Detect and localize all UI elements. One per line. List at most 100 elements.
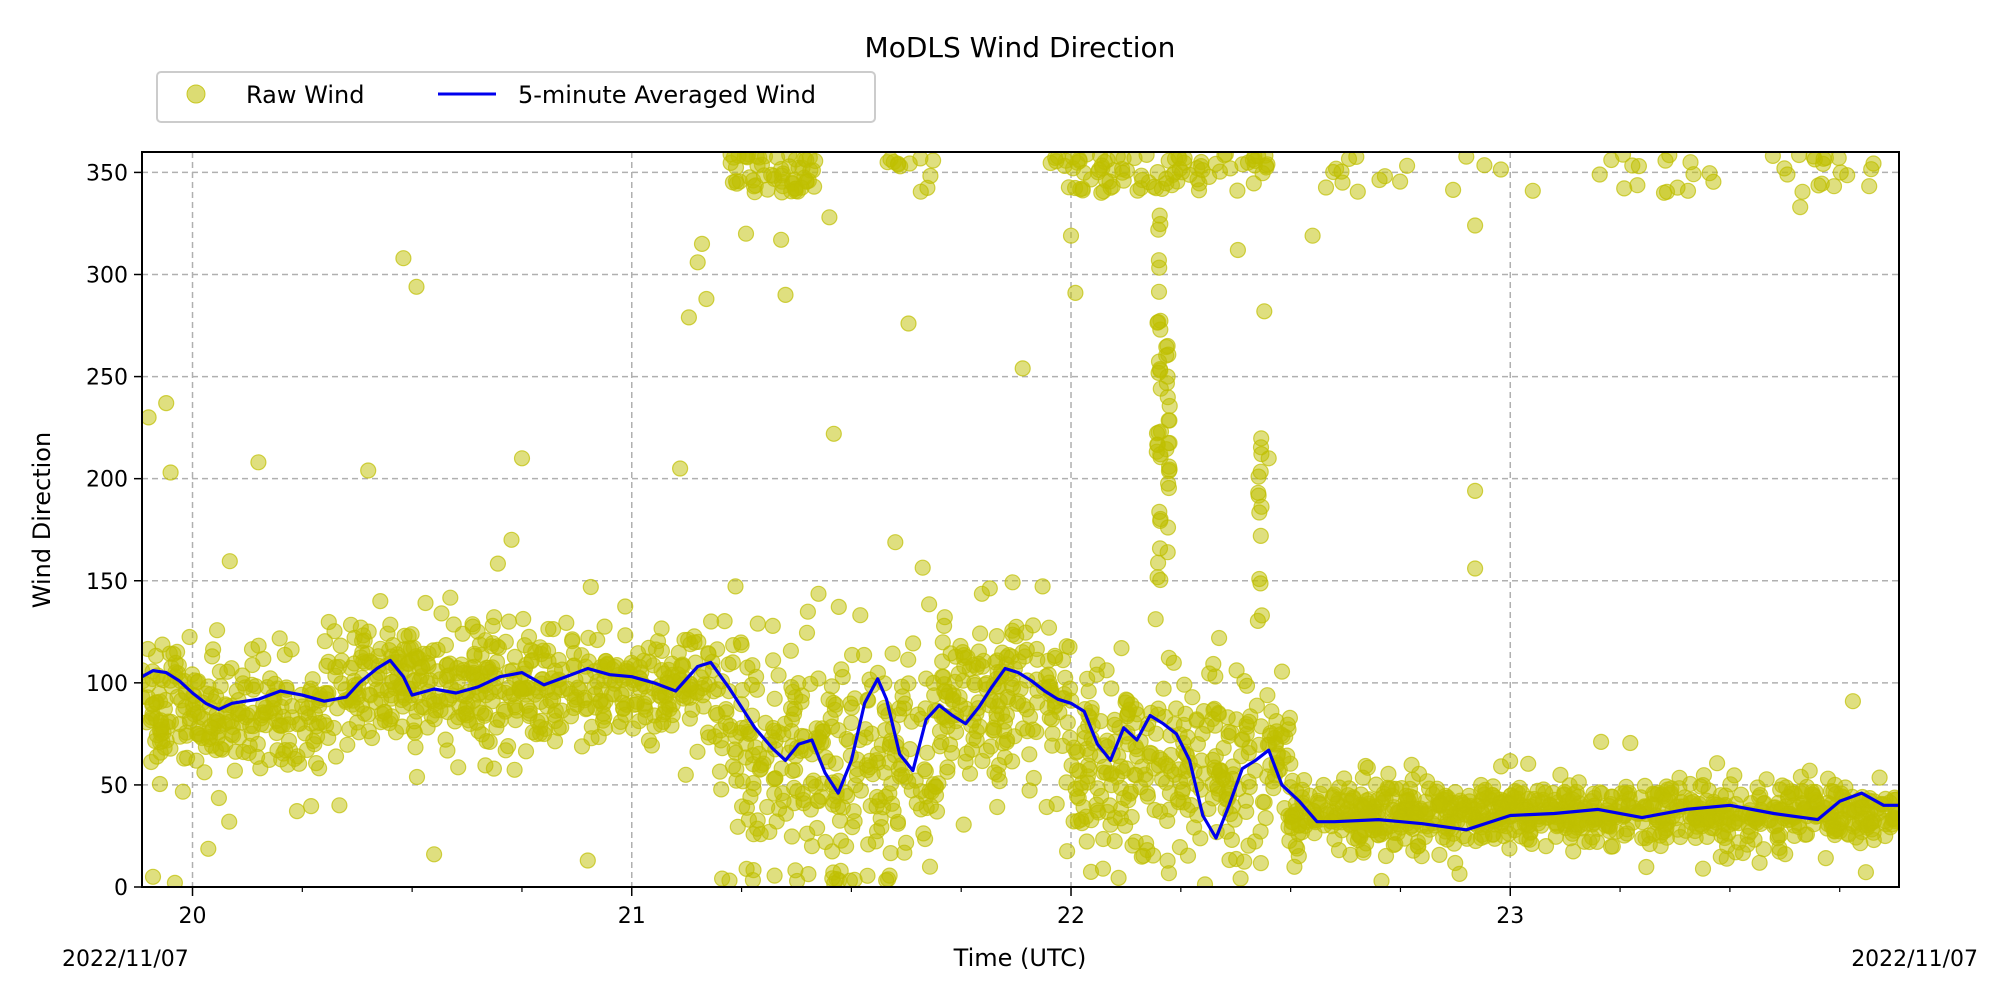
raw-wind-point [1862, 815, 1879, 832]
raw-wind-point [1059, 714, 1076, 731]
raw-wind-point [1857, 864, 1875, 881]
raw-wind-point [303, 797, 320, 815]
raw-wind-point [252, 760, 269, 777]
raw-wind-point [694, 687, 712, 704]
raw-wind-point [1162, 746, 1180, 764]
raw-wind-point [1491, 795, 1509, 812]
raw-wind-point [843, 646, 861, 664]
raw-wind-point [517, 743, 535, 760]
raw-wind-point [209, 622, 226, 639]
raw-wind-point [342, 616, 360, 633]
y-tick-label: 0 [114, 876, 128, 901]
raw-wind-point [810, 670, 827, 687]
raw-wind-point [573, 647, 590, 664]
averaged-wind-line [142, 658, 1899, 840]
raw-wind-point [734, 681, 751, 699]
raw-wind-point [726, 741, 743, 758]
raw-wind-point [1109, 152, 1126, 165]
raw-wind-point [268, 724, 285, 742]
raw-wind-point [1150, 252, 1168, 269]
raw-wind-point [1082, 746, 1099, 763]
raw-wind-point [1546, 791, 1563, 809]
raw-wind-point [690, 633, 707, 651]
raw-wind-point [904, 635, 922, 652]
raw-wind-point [1115, 172, 1132, 189]
raw-wind-point [204, 648, 221, 665]
raw-wind-point [749, 615, 766, 632]
raw-wind-point [158, 395, 175, 412]
raw-wind-point [1113, 639, 1130, 657]
raw-wind-point [433, 605, 450, 622]
raw-wind-point [1159, 544, 1176, 561]
raw-wind-point [1229, 241, 1247, 259]
raw-wind-point [984, 721, 1002, 739]
raw-wind-point [326, 623, 343, 640]
raw-wind-point [181, 628, 198, 646]
raw-wind-point [842, 695, 859, 712]
raw-wind-point [1565, 843, 1582, 860]
raw-wind-point [596, 618, 613, 635]
raw-wind-point [243, 641, 261, 658]
raw-wind-point [1815, 152, 1832, 167]
legend: Raw Wind 5-minute Averaged Wind [156, 71, 876, 123]
x-axis-label: Time (UTC) [953, 944, 1087, 972]
raw-wind-point [221, 553, 238, 570]
raw-wind-point [1014, 360, 1031, 377]
raw-wind-point [653, 642, 671, 660]
raw-wind-point [489, 638, 506, 655]
raw-wind-point [1081, 761, 1098, 778]
raw-wind-point [1451, 865, 1468, 883]
raw-wind-point [1801, 762, 1818, 779]
raw-wind-point [1179, 847, 1197, 864]
raw-wind-point [1025, 769, 1042, 787]
raw-wind-point [1182, 796, 1200, 814]
raw-wind-point [749, 157, 766, 174]
raw-wind-point [327, 667, 344, 684]
raw-wind-point [1160, 649, 1178, 667]
raw-wind-point [912, 183, 929, 200]
raw-wind-point [1024, 721, 1042, 738]
raw-wind-point [1135, 847, 1152, 864]
raw-wind-point [1004, 574, 1021, 591]
raw-wind-point [279, 756, 296, 773]
raw-wind-point [1038, 798, 1055, 816]
raw-wind-point [777, 286, 794, 303]
raw-wind-point [616, 706, 634, 723]
raw-wind-point [702, 613, 720, 630]
raw-wind-point [747, 177, 764, 194]
raw-wind-point [890, 156, 907, 173]
raw-wind-point [1245, 175, 1262, 192]
raw-wind-point [1552, 766, 1569, 784]
raw-wind-point [749, 820, 766, 837]
raw-wind-point [827, 696, 844, 713]
raw-wind-point [1188, 711, 1205, 728]
chart-title: MoDLS Wind Direction [865, 31, 1176, 64]
raw-wind-point [1295, 771, 1313, 789]
raw-wind-point [196, 764, 213, 781]
raw-wind-point [787, 862, 804, 879]
raw-wind-point [766, 867, 783, 884]
raw-wind-point [327, 748, 345, 765]
raw-wind-point [827, 755, 844, 772]
raw-wind-point [484, 693, 501, 710]
raw-wind-point [1158, 441, 1175, 458]
raw-wind-point [794, 785, 811, 802]
raw-wind-point [1826, 823, 1843, 840]
raw-wind-point [1160, 479, 1178, 497]
raw-wind-point [1251, 504, 1268, 521]
raw-wind-point [1682, 791, 1700, 809]
raw-wind-point [1817, 849, 1834, 867]
legend-raw-marker [186, 84, 206, 104]
raw-wind-point [1694, 860, 1712, 877]
raw-wind-point [174, 783, 191, 800]
raw-wind-point [489, 555, 506, 572]
raw-wind-point [573, 738, 591, 755]
raw-wind-point [1431, 846, 1448, 864]
raw-wind-point [1373, 794, 1390, 812]
raw-wind-point [1547, 814, 1564, 832]
raw-wind-point [1252, 463, 1269, 480]
raw-wind-point [245, 717, 262, 735]
raw-wind-point [1040, 619, 1058, 636]
raw-wind-point [737, 225, 755, 242]
raw-wind-point [360, 462, 377, 479]
